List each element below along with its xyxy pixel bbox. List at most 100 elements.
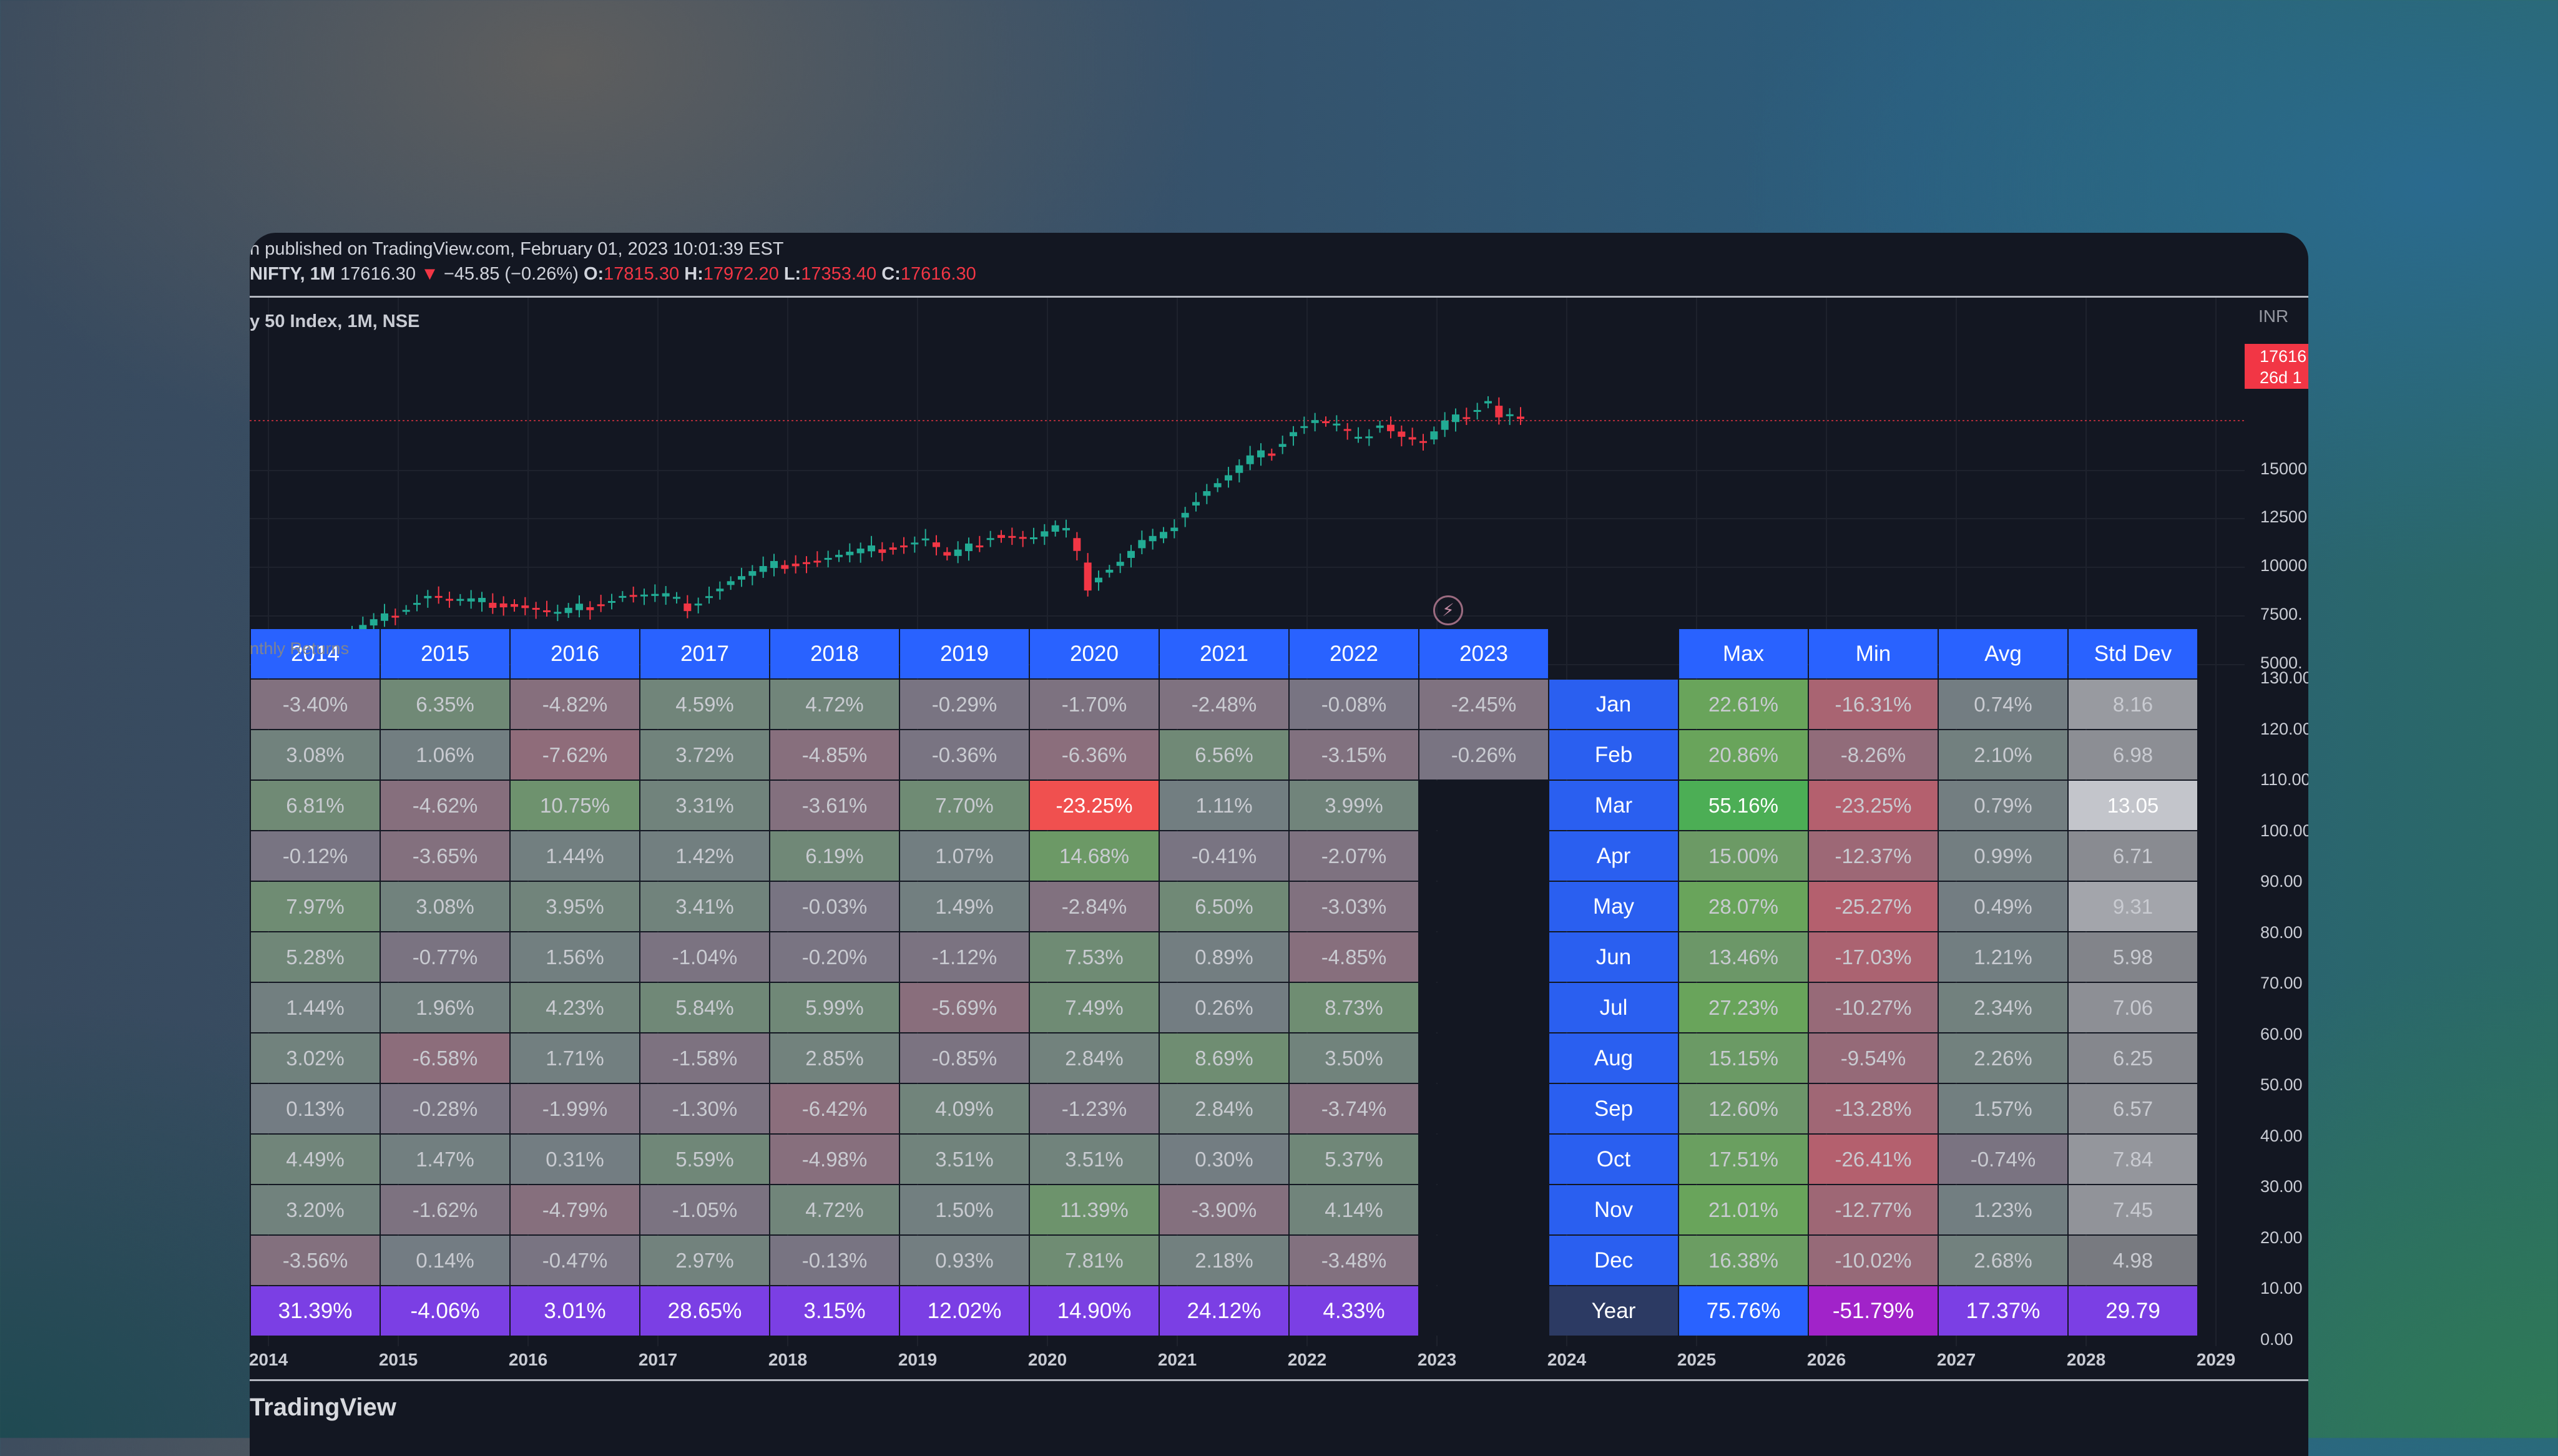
candle-body	[499, 603, 507, 608]
table-cell-avg: 0.74%	[1939, 680, 2067, 729]
table-cell-return	[1419, 932, 1548, 982]
table-cell-year-total: 4.33%	[1290, 1286, 1418, 1336]
table-cell-min: -26.41%	[1809, 1135, 1938, 1184]
table-cell-return: 3.02%	[251, 1033, 380, 1083]
table-cell-return: -1.12%	[900, 932, 1029, 982]
table-cell-min: -8.26%	[1809, 730, 1938, 779]
time-axis-label: 2022	[1287, 1350, 1327, 1369]
table-cell-return: -7.62%	[511, 730, 639, 779]
price-axis-label: 15000	[2260, 459, 2308, 478]
candle-body	[1300, 426, 1308, 428]
table-cell-return: 0.14%	[381, 1236, 509, 1285]
table-header-stat: Std Dev	[2069, 629, 2197, 678]
candle-body	[1343, 429, 1351, 431]
chart-snapshot-window: n published on TradingView.com, February…	[250, 233, 2308, 1456]
candle-body	[846, 551, 854, 555]
time-axis-label: 2021	[1157, 1350, 1197, 1369]
table-row-month: Apr	[1549, 831, 1678, 881]
candle-body	[1517, 416, 1524, 419]
candle-body	[1203, 491, 1211, 496]
close-value: 17616.30	[900, 264, 976, 284]
candle-body	[413, 603, 421, 605]
candle-body	[1225, 475, 1232, 481]
table-cell-return: 3.08%	[381, 882, 509, 931]
table-cell-stddev: 8.16	[2069, 680, 2197, 729]
table-cell-stddev: 4.98	[2069, 1236, 2197, 1285]
ohlc-legend: NIFTY, 1M 17616.30 ▼ −45.85 (−0.26%) O:1…	[250, 264, 976, 285]
percent-axis-label: 120.00	[2260, 719, 2308, 738]
table-cell-return: -0.47%	[511, 1236, 639, 1285]
candle-body	[1246, 455, 1254, 464]
candle-body	[835, 554, 843, 557]
table-cell-year-avg: 17.37%	[1939, 1286, 2067, 1336]
table-cell-return: 6.35%	[381, 680, 509, 729]
candle-body	[608, 600, 615, 603]
candle-body	[381, 613, 388, 621]
table-cell-return: -3.40%	[251, 680, 380, 729]
table-cell-return: -2.84%	[1030, 882, 1159, 931]
candle-body	[1192, 502, 1200, 506]
candle-body	[521, 605, 529, 608]
table-cell-return: -0.29%	[900, 680, 1029, 729]
table-cell-return	[1419, 983, 1548, 1032]
table-row-month: Mar	[1549, 781, 1678, 830]
time-axis-label: 2016	[508, 1350, 548, 1369]
low-value: 17353.40	[801, 264, 877, 284]
footer-divider	[250, 1379, 2308, 1381]
table-cell-return: -6.36%	[1030, 730, 1159, 779]
candle-body	[1095, 577, 1102, 583]
table-cell-return: 7.53%	[1030, 932, 1159, 982]
table-cell-return: 3.99%	[1290, 781, 1418, 830]
candle-body	[576, 603, 583, 610]
table-row-month: Dec	[1549, 1236, 1678, 1285]
dividend-event-icon[interactable]: ⚡	[1433, 595, 1463, 625]
table-cell-max: 16.38%	[1679, 1236, 1808, 1285]
time-axis-label: 2026	[1806, 1350, 1846, 1369]
table-cell-year-min: -51.79%	[1809, 1286, 1938, 1336]
open-label: O:	[583, 264, 604, 284]
candle-body	[1051, 525, 1059, 532]
table-cell-return: 7.49%	[1030, 983, 1159, 1032]
table-cell-return: 0.13%	[251, 1084, 380, 1133]
table-header-stat: Min	[1809, 629, 1938, 678]
time-axis-label: 2017	[638, 1350, 678, 1369]
symbol-interval[interactable]: NIFTY, 1M	[250, 264, 335, 284]
table-cell-return: 5.84%	[640, 983, 769, 1032]
table-row-month: Oct	[1549, 1135, 1678, 1184]
table-header-year: 2022	[1290, 629, 1418, 678]
table-cell-return: -0.13%	[770, 1236, 899, 1285]
table-row-month: Sep	[1549, 1084, 1678, 1133]
close-label: C:	[881, 264, 901, 284]
table-cell-year-total: 12.02%	[900, 1286, 1029, 1336]
candle-body	[467, 598, 475, 602]
table-cell-stddev: 6.71	[2069, 831, 2197, 881]
table-cell-return: 1.50%	[900, 1185, 1029, 1234]
price-axis-label: 7500.	[2260, 605, 2303, 623]
percent-axis-label: 110.00	[2260, 770, 2308, 789]
table-cell-return: 3.51%	[900, 1135, 1029, 1184]
candle-body	[1127, 550, 1135, 558]
candle-body	[651, 594, 659, 596]
table-cell-return: 1.11%	[1160, 781, 1288, 830]
candle-body	[911, 542, 919, 545]
candle-body	[1257, 450, 1265, 457]
candle-body	[889, 547, 897, 550]
table-cell-stddev: 7.45	[2069, 1185, 2197, 1234]
table-cell-return: -1.05%	[640, 1185, 769, 1234]
table-cell-return	[1419, 781, 1548, 830]
table-cell-avg: 0.49%	[1939, 882, 2067, 931]
table-cell-return: 3.95%	[511, 882, 639, 931]
percent-axis-label: 80.00	[2260, 922, 2303, 942]
candle-body	[543, 610, 551, 612]
table-cell-avg: 1.57%	[1939, 1084, 2067, 1133]
price-axis-label: 5000.	[2260, 653, 2303, 672]
percent-axis-label: 90.00	[2260, 872, 2303, 891]
table-cell-return: 8.69%	[1160, 1033, 1288, 1083]
table-cell-return: -2.48%	[1160, 680, 1288, 729]
candle-body	[997, 535, 1005, 538]
table-cell-return: -0.12%	[251, 831, 380, 881]
tradingview-logo[interactable]: TradingView	[250, 1394, 396, 1421]
time-axis-label: 2014	[250, 1350, 288, 1369]
candle-body	[1365, 436, 1373, 439]
table-cell-return: 7.70%	[900, 781, 1029, 830]
